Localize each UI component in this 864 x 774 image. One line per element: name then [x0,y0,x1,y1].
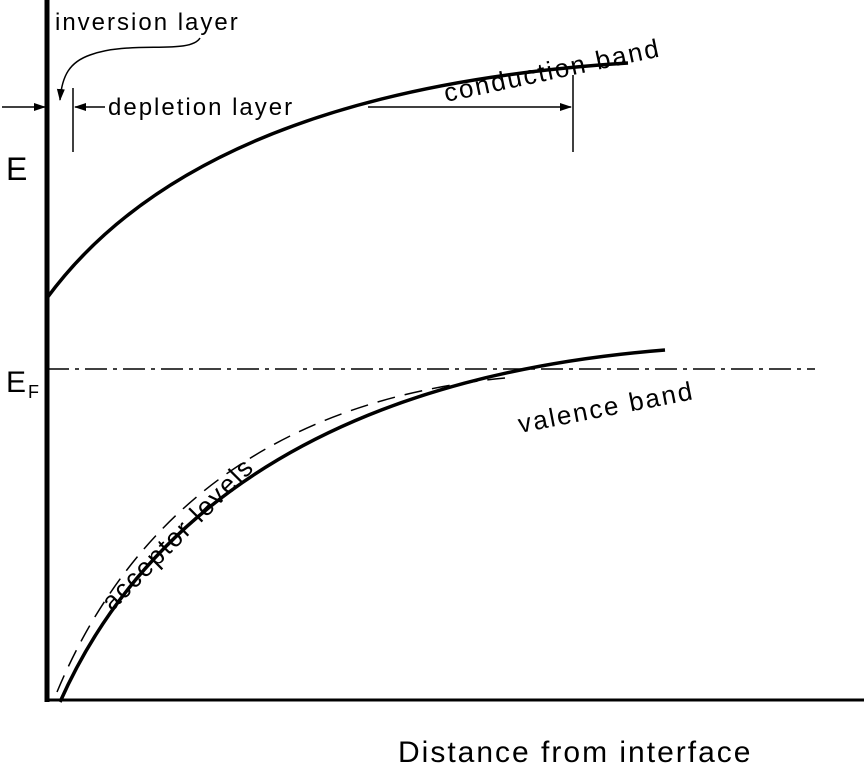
valence-band [58,348,666,703]
energy-label: E [6,151,29,187]
distance-label: Distance from interface [398,736,752,769]
acceptor-levels-label: acceptor levels [95,451,260,616]
acceptor-levels [56,377,506,693]
inversion-pointer [56,37,201,101]
fermi-subscript: F [28,382,41,402]
conduction-band-label: conduction band [441,33,663,108]
conduction-band [45,61,629,300]
depletion-layer-label: depletion layer [108,94,294,121]
fermi-label: EF [6,366,41,402]
inversion-layer-label: inversion layer [55,9,240,36]
valence-band-label: valence band [515,375,696,439]
fermi-main: E [6,366,28,399]
